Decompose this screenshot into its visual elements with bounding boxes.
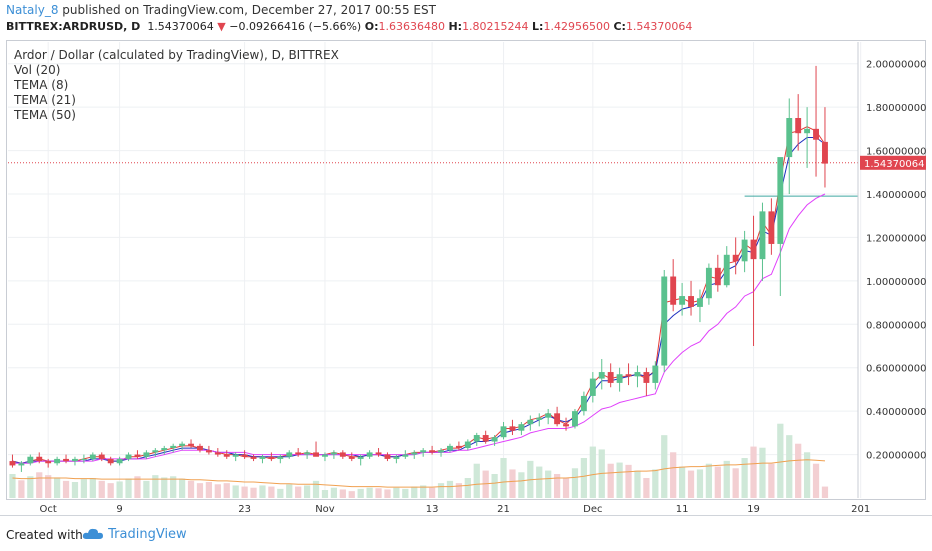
high-label: H: [448, 20, 463, 33]
open-label: O: [364, 20, 379, 33]
footer-bar: Created with TradingView [0, 515, 932, 551]
chart-panel[interactable] [6, 40, 926, 500]
ohlc-line: BITTREX:ARDRUSD, D 1.54370064 ▼ −0.09266… [6, 20, 692, 33]
close-value: 1.54370064 [625, 20, 693, 33]
x-tick-label: 201 [851, 504, 870, 515]
tradingview-logo[interactable]: TradingView [82, 527, 187, 542]
symbol-label: BITTREX:ARDRUSD, D [6, 20, 141, 33]
brand-name: TradingView [108, 527, 187, 542]
x-tick-label: 19 [747, 504, 760, 515]
author-link[interactable]: Nataly_8 [6, 3, 59, 17]
low-value: 1.42956500 [543, 20, 610, 33]
chart-legend: Ardor / Dollar (calculated by TradingVie… [14, 48, 339, 123]
x-tick-label: Dec [583, 504, 602, 515]
chart-title: Ardor / Dollar (calculated by TradingVie… [14, 48, 339, 62]
x-tick-label: Nov [315, 504, 335, 515]
legend-tema21[interactable]: TEMA (21) [14, 93, 76, 107]
cloud-icon [82, 528, 103, 539]
legend-tema50[interactable]: TEMA (50) [14, 108, 76, 122]
change-value: −0.09266416 (−5.66%) [229, 20, 362, 33]
x-tick-label: 9 [116, 504, 122, 515]
x-tick-label: 13 [426, 504, 439, 515]
low-label: L: [532, 20, 544, 33]
publish-info: published on TradingView.com, December 2… [58, 3, 436, 17]
x-tick-label: 23 [238, 504, 251, 515]
open-value: 1.63636480 [378, 20, 445, 33]
close-label: C: [613, 20, 626, 33]
legend-vol[interactable]: Vol (20) [14, 63, 61, 77]
publish-line: Nataly_8 published on TradingView.com, D… [6, 3, 436, 17]
x-tick-label: 11 [676, 504, 689, 515]
high-value: 1.80215244 [462, 20, 529, 33]
created-with-label: Created with [6, 528, 83, 542]
down-arrow-icon: ▼ [217, 20, 226, 33]
x-tick-label: 21 [497, 504, 510, 515]
last-price: 1.54370064 [147, 20, 214, 33]
x-tick-label: Oct [40, 504, 57, 515]
legend-tema8[interactable]: TEMA (8) [14, 78, 69, 92]
